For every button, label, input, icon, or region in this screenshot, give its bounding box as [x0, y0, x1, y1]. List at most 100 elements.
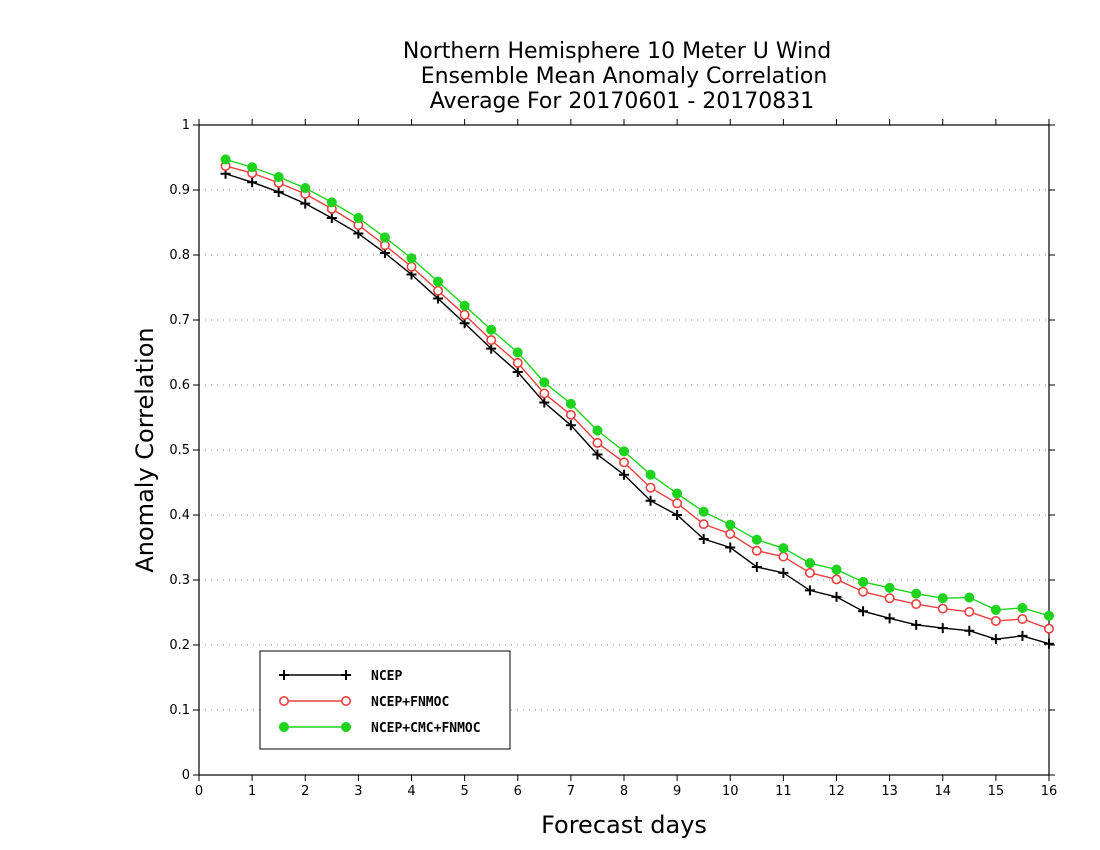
- legend-marker: [340, 695, 351, 706]
- data-point-ncep: [698, 534, 709, 545]
- data-point-ncep: [539, 397, 550, 408]
- data-point-ncep-cmc-fnmoc: [565, 398, 576, 409]
- data-point-ncep-cmc-fnmoc: [273, 171, 284, 183]
- legend-entry-ncep: NCEP: [279, 669, 402, 684]
- data-point-ncep: [911, 619, 922, 630]
- data-point-ncep-cmc-fnmoc: [539, 377, 550, 388]
- data-point-ncep: [672, 510, 683, 520]
- data-point-ncep-fnmoc: [618, 457, 629, 468]
- data-point-ncep: [751, 562, 762, 572]
- chart-title-line-3: Average For 20170601 - 20170831: [430, 89, 815, 114]
- legend-label: NCEP+FNMOC: [371, 695, 449, 710]
- data-point-ncep-cmc-fnmoc: [353, 212, 364, 223]
- data-point-ncep-cmc-fnmoc: [884, 582, 895, 593]
- legend-box: [259, 650, 511, 750]
- y-tick-label: 0.3: [169, 573, 190, 588]
- x-tick-label: 10: [722, 784, 739, 799]
- data-point-ncep: [831, 591, 842, 602]
- data-point-ncep-fnmoc: [459, 309, 470, 320]
- data-series: [220, 154, 1055, 649]
- data-point-ncep-cmc-fnmoc: [486, 324, 497, 335]
- data-point-ncep-fnmoc: [406, 261, 417, 272]
- chart-title: Northern Hemisphere 10 Meter U Wind Ense…: [403, 39, 831, 114]
- data-point-ncep: [326, 212, 337, 223]
- legend-marker: [278, 721, 290, 733]
- data-point-ncep: [964, 625, 975, 636]
- data-point-ncep-cmc-fnmoc: [512, 347, 523, 358]
- x-tick-label: 8: [620, 784, 628, 799]
- y-tick-label: 0.1: [169, 703, 190, 718]
- data-point-ncep-fnmoc: [1017, 613, 1028, 624]
- data-point-ncep-cmc-fnmoc: [911, 588, 922, 599]
- data-point-ncep: [778, 567, 789, 578]
- data-point-ncep-cmc-fnmoc: [964, 592, 975, 603]
- legend-marker: [341, 670, 351, 680]
- legend-marker: [340, 721, 352, 733]
- data-point-ncep-cmc-fnmoc: [858, 576, 869, 588]
- data-point-ncep: [937, 623, 948, 634]
- y-tick-label: 0.9: [169, 183, 190, 198]
- data-point-ncep-cmc-fnmoc: [990, 604, 1001, 615]
- data-point-ncep-cmc-fnmoc: [778, 543, 789, 554]
- x-tick-label: 2: [301, 784, 309, 799]
- x-tick-label: 13: [881, 784, 898, 799]
- data-point-ncep-cmc-fnmoc: [459, 300, 470, 311]
- data-point-ncep-cmc-fnmoc: [937, 593, 948, 604]
- x-tick-label: 4: [407, 784, 415, 799]
- data-point-ncep-cmc-fnmoc: [379, 232, 390, 243]
- data-point-ncep-fnmoc: [645, 482, 656, 493]
- data-point-ncep: [300, 198, 311, 209]
- x-tick-label: 9: [673, 784, 681, 799]
- y-axis-label: Anomaly Correlation: [131, 327, 159, 572]
- y-tick-label: 0.2: [169, 638, 190, 653]
- data-point-ncep-cmc-fnmoc: [804, 558, 815, 569]
- x-tick-label: 0: [195, 784, 203, 799]
- data-point-ncep-fnmoc: [539, 388, 550, 399]
- series-ncep: [220, 168, 1054, 649]
- chart-title-line-2: Ensemble Mean Anomaly Correlation: [421, 64, 828, 89]
- data-point-ncep: [1044, 638, 1054, 649]
- y-tick-label: 0.8: [169, 248, 190, 263]
- data-point-ncep-cmc-fnmoc: [751, 534, 762, 545]
- data-point-ncep-cmc-fnmoc: [406, 253, 417, 264]
- y-tick-label: 0.7: [169, 313, 190, 328]
- legend-marker: [279, 670, 289, 680]
- data-point-ncep: [884, 613, 895, 624]
- data-point-ncep-cmc-fnmoc: [247, 162, 258, 173]
- data-point-ncep-fnmoc: [990, 615, 1001, 626]
- y-tick-label: 0.6: [169, 378, 190, 393]
- data-point-ncep: [592, 449, 603, 460]
- data-point-ncep: [725, 542, 736, 553]
- data-point-ncep-cmc-fnmoc: [672, 488, 683, 499]
- data-point-ncep-fnmoc: [565, 409, 576, 420]
- plot-area-frame: [198, 124, 1050, 776]
- x-tick-label: 15: [988, 784, 1005, 799]
- legend-entry-ncep-fnmoc: NCEP+FNMOC: [278, 695, 449, 710]
- x-tick-label: 16: [1041, 784, 1058, 799]
- data-point-ncep: [247, 177, 258, 188]
- data-point-ncep-cmc-fnmoc: [1017, 602, 1028, 614]
- y-tick-label: 1: [182, 118, 190, 133]
- data-point-ncep-cmc-fnmoc: [645, 469, 656, 480]
- axis-ticks: 00.10.20.30.40.50.60.70.80.910 1 2 3 4 5 6 7 8 9 1…: [169, 118, 1057, 799]
- legend-label: NCEP: [371, 669, 402, 684]
- data-point-ncep-cmc-fnmoc: [592, 425, 603, 436]
- data-point-ncep-cmc-fnmoc: [300, 183, 311, 194]
- x-tick-label: 1: [248, 784, 256, 799]
- y-tick-label: 0.4: [169, 508, 190, 523]
- series-line-ncep: [225, 173, 1050, 645]
- data-point-ncep-fnmoc: [1044, 623, 1055, 634]
- x-tick-label: 3: [354, 784, 362, 799]
- data-point-ncep-cmc-fnmoc: [698, 506, 709, 517]
- data-point-ncep-fnmoc: [486, 335, 497, 346]
- data-point-ncep-fnmoc: [698, 519, 709, 530]
- data-point-ncep-fnmoc: [672, 498, 683, 509]
- data-point-ncep: [565, 420, 576, 431]
- data-point-ncep: [990, 634, 1001, 645]
- legend-marker: [278, 695, 289, 706]
- series-ncep-fnmoc: [220, 160, 1055, 634]
- x-tick-label: 5: [460, 784, 468, 799]
- data-point-ncep-fnmoc: [911, 599, 922, 610]
- data-point-ncep-fnmoc: [804, 567, 815, 578]
